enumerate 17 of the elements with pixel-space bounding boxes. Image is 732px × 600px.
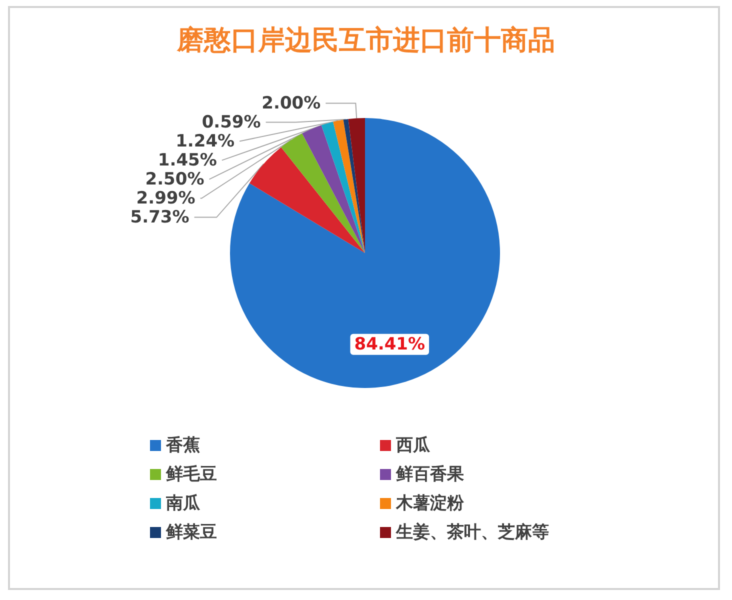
legend-label: 木薯淀粉: [395, 494, 465, 514]
chart-title: 磨憨口岸边民互市进口前十商品: [176, 25, 555, 56]
data-label: 0.59%: [202, 112, 261, 132]
legend-label: 香蕉: [165, 436, 200, 456]
legend-label: 鲜菜豆: [165, 522, 217, 542]
legend-label: 南瓜: [165, 494, 201, 514]
data-label: 1.24%: [176, 131, 235, 152]
legend-label: 西瓜: [395, 436, 431, 456]
data-label: 2.50%: [145, 169, 204, 190]
data-label: 84.41%: [354, 334, 426, 354]
data-label: 2.99%: [136, 188, 196, 208]
legend-label: 生姜、茶叶、芝麻等: [395, 522, 549, 542]
legend-label: 鲜毛豆: [165, 464, 217, 484]
data-label: 2.00%: [262, 93, 321, 114]
data-label: 1.45%: [158, 150, 217, 170]
legend-label: 鲜百香果: [395, 464, 465, 484]
data-label: 5.73%: [130, 207, 190, 228]
